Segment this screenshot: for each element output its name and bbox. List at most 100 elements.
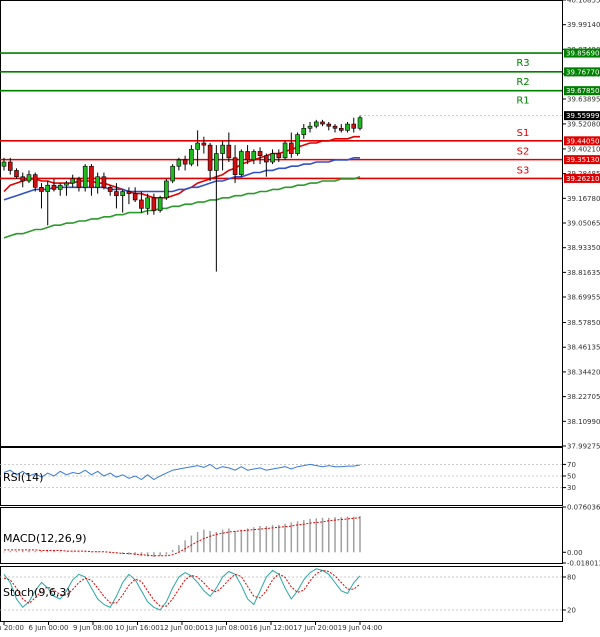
candle [120, 189, 125, 213]
price-tick-label: 38.34420 [567, 368, 600, 376]
moving-average-2 [3, 157, 360, 201]
pane-frame-stoch [0, 566, 563, 622]
candle-body [7, 161, 13, 171]
time-tick-label: 6 Jun 00:00 [28, 624, 68, 632]
candle-body [151, 197, 157, 211]
indicators [3, 463, 361, 611]
candle [288, 132, 294, 158]
time-tick-label: 9 Jun 08:00 [73, 624, 113, 632]
pane-frame-rsi [0, 447, 563, 506]
candle-body [39, 187, 44, 192]
stoch-k-line [3, 568, 361, 611]
candle [245, 145, 250, 165]
time-tick-label: 16 Jun 12:00 [249, 624, 293, 632]
candle [107, 185, 113, 196]
rsi-line [3, 463, 361, 481]
candle-body [114, 191, 119, 197]
level-label-r2: R2 [516, 77, 529, 88]
moving-average-3 [3, 176, 361, 239]
candle-body [126, 191, 132, 194]
candle-body [45, 184, 51, 192]
price-tick-label: 38.22705 [567, 393, 600, 401]
price-tick-label: 38.81635 [567, 269, 600, 277]
pane-titles: RSI(14) MACD(12,26,9) Stoch(9,6,3) [3, 471, 87, 599]
candle-body [20, 176, 26, 182]
candle [351, 117, 357, 133]
price-tick-label: 38.69955 [567, 294, 600, 302]
candle-body [89, 165, 94, 188]
candle [76, 176, 82, 192]
price-tick-label: 39.05065 [567, 220, 600, 228]
level-label-s1: S1 [517, 128, 530, 139]
candle [232, 145, 238, 184]
candle [326, 121, 332, 131]
macd-title: MACD(12,26,9) [3, 532, 87, 545]
candle-body [157, 197, 163, 211]
level-label-r3: R3 [516, 58, 529, 69]
candle-body [207, 144, 213, 171]
moving-average-1 [3, 135, 360, 199]
pane-frame-macd [0, 507, 563, 564]
candle [170, 164, 175, 184]
level-badge-text: 39.85690 [566, 50, 599, 58]
candle [57, 183, 63, 196]
rsi-title: RSI(14) [3, 471, 43, 484]
candle [201, 136, 207, 154]
rsi-tick-label: 70 [567, 461, 576, 469]
candle-body [82, 165, 88, 188]
candle-body [357, 117, 363, 129]
candle [357, 115, 363, 131]
candle-body [239, 151, 244, 175]
candle-body [351, 123, 357, 129]
level-badge-s1 [564, 136, 600, 146]
candle [264, 153, 269, 177]
candle [1, 157, 7, 171]
time-tick-label: 12 Jun 00:00 [160, 624, 204, 632]
candle [226, 132, 232, 163]
candle-body [120, 191, 125, 197]
moving-averages [3, 135, 361, 239]
price-tick-label: 38.46135 [567, 344, 600, 352]
candle [313, 119, 319, 129]
candle [39, 183, 44, 209]
price-axis: 40.1085539.9914039.8749039.7579039.63895… [562, 0, 600, 615]
candle [270, 149, 275, 165]
candle-body [51, 184, 57, 190]
candle [114, 183, 119, 209]
level-badge-text: 39.35130 [566, 156, 599, 164]
price-tick-label: 40.10855 [567, 0, 600, 5]
candle [126, 187, 132, 205]
candle [64, 180, 69, 196]
pivot-levels: R3 R2 R1 S1 S2 S3 [0, 52, 562, 180]
macd-tick-label: 0.076036 [567, 504, 600, 512]
candle [176, 157, 182, 171]
macd-tick-label: 0.00 [567, 549, 583, 557]
level-label-s2: S2 [517, 147, 530, 158]
candle [338, 124, 344, 133]
candle [20, 172, 26, 188]
current-price-badge [564, 111, 600, 121]
candle [51, 178, 57, 192]
candle-body [189, 149, 194, 165]
time-tick-label: 10 Jun 16:00 [115, 624, 159, 632]
candle-body [320, 121, 325, 125]
candle [132, 187, 138, 203]
candle [26, 170, 32, 184]
candle [282, 140, 288, 160]
candle-body [226, 144, 232, 159]
candle [182, 155, 188, 171]
candle [295, 132, 300, 156]
candle-body [132, 193, 138, 201]
candle-body [270, 153, 275, 163]
macd-signal-line [4, 517, 361, 557]
grid-lines [0, 464, 562, 611]
candle-body [264, 155, 269, 163]
stoch-tick-label: 20 [567, 607, 576, 615]
candle [82, 164, 88, 192]
time-tick-label: 19 Jun 04:00 [338, 624, 382, 632]
candle-body [107, 187, 113, 192]
candle-body [139, 199, 144, 209]
